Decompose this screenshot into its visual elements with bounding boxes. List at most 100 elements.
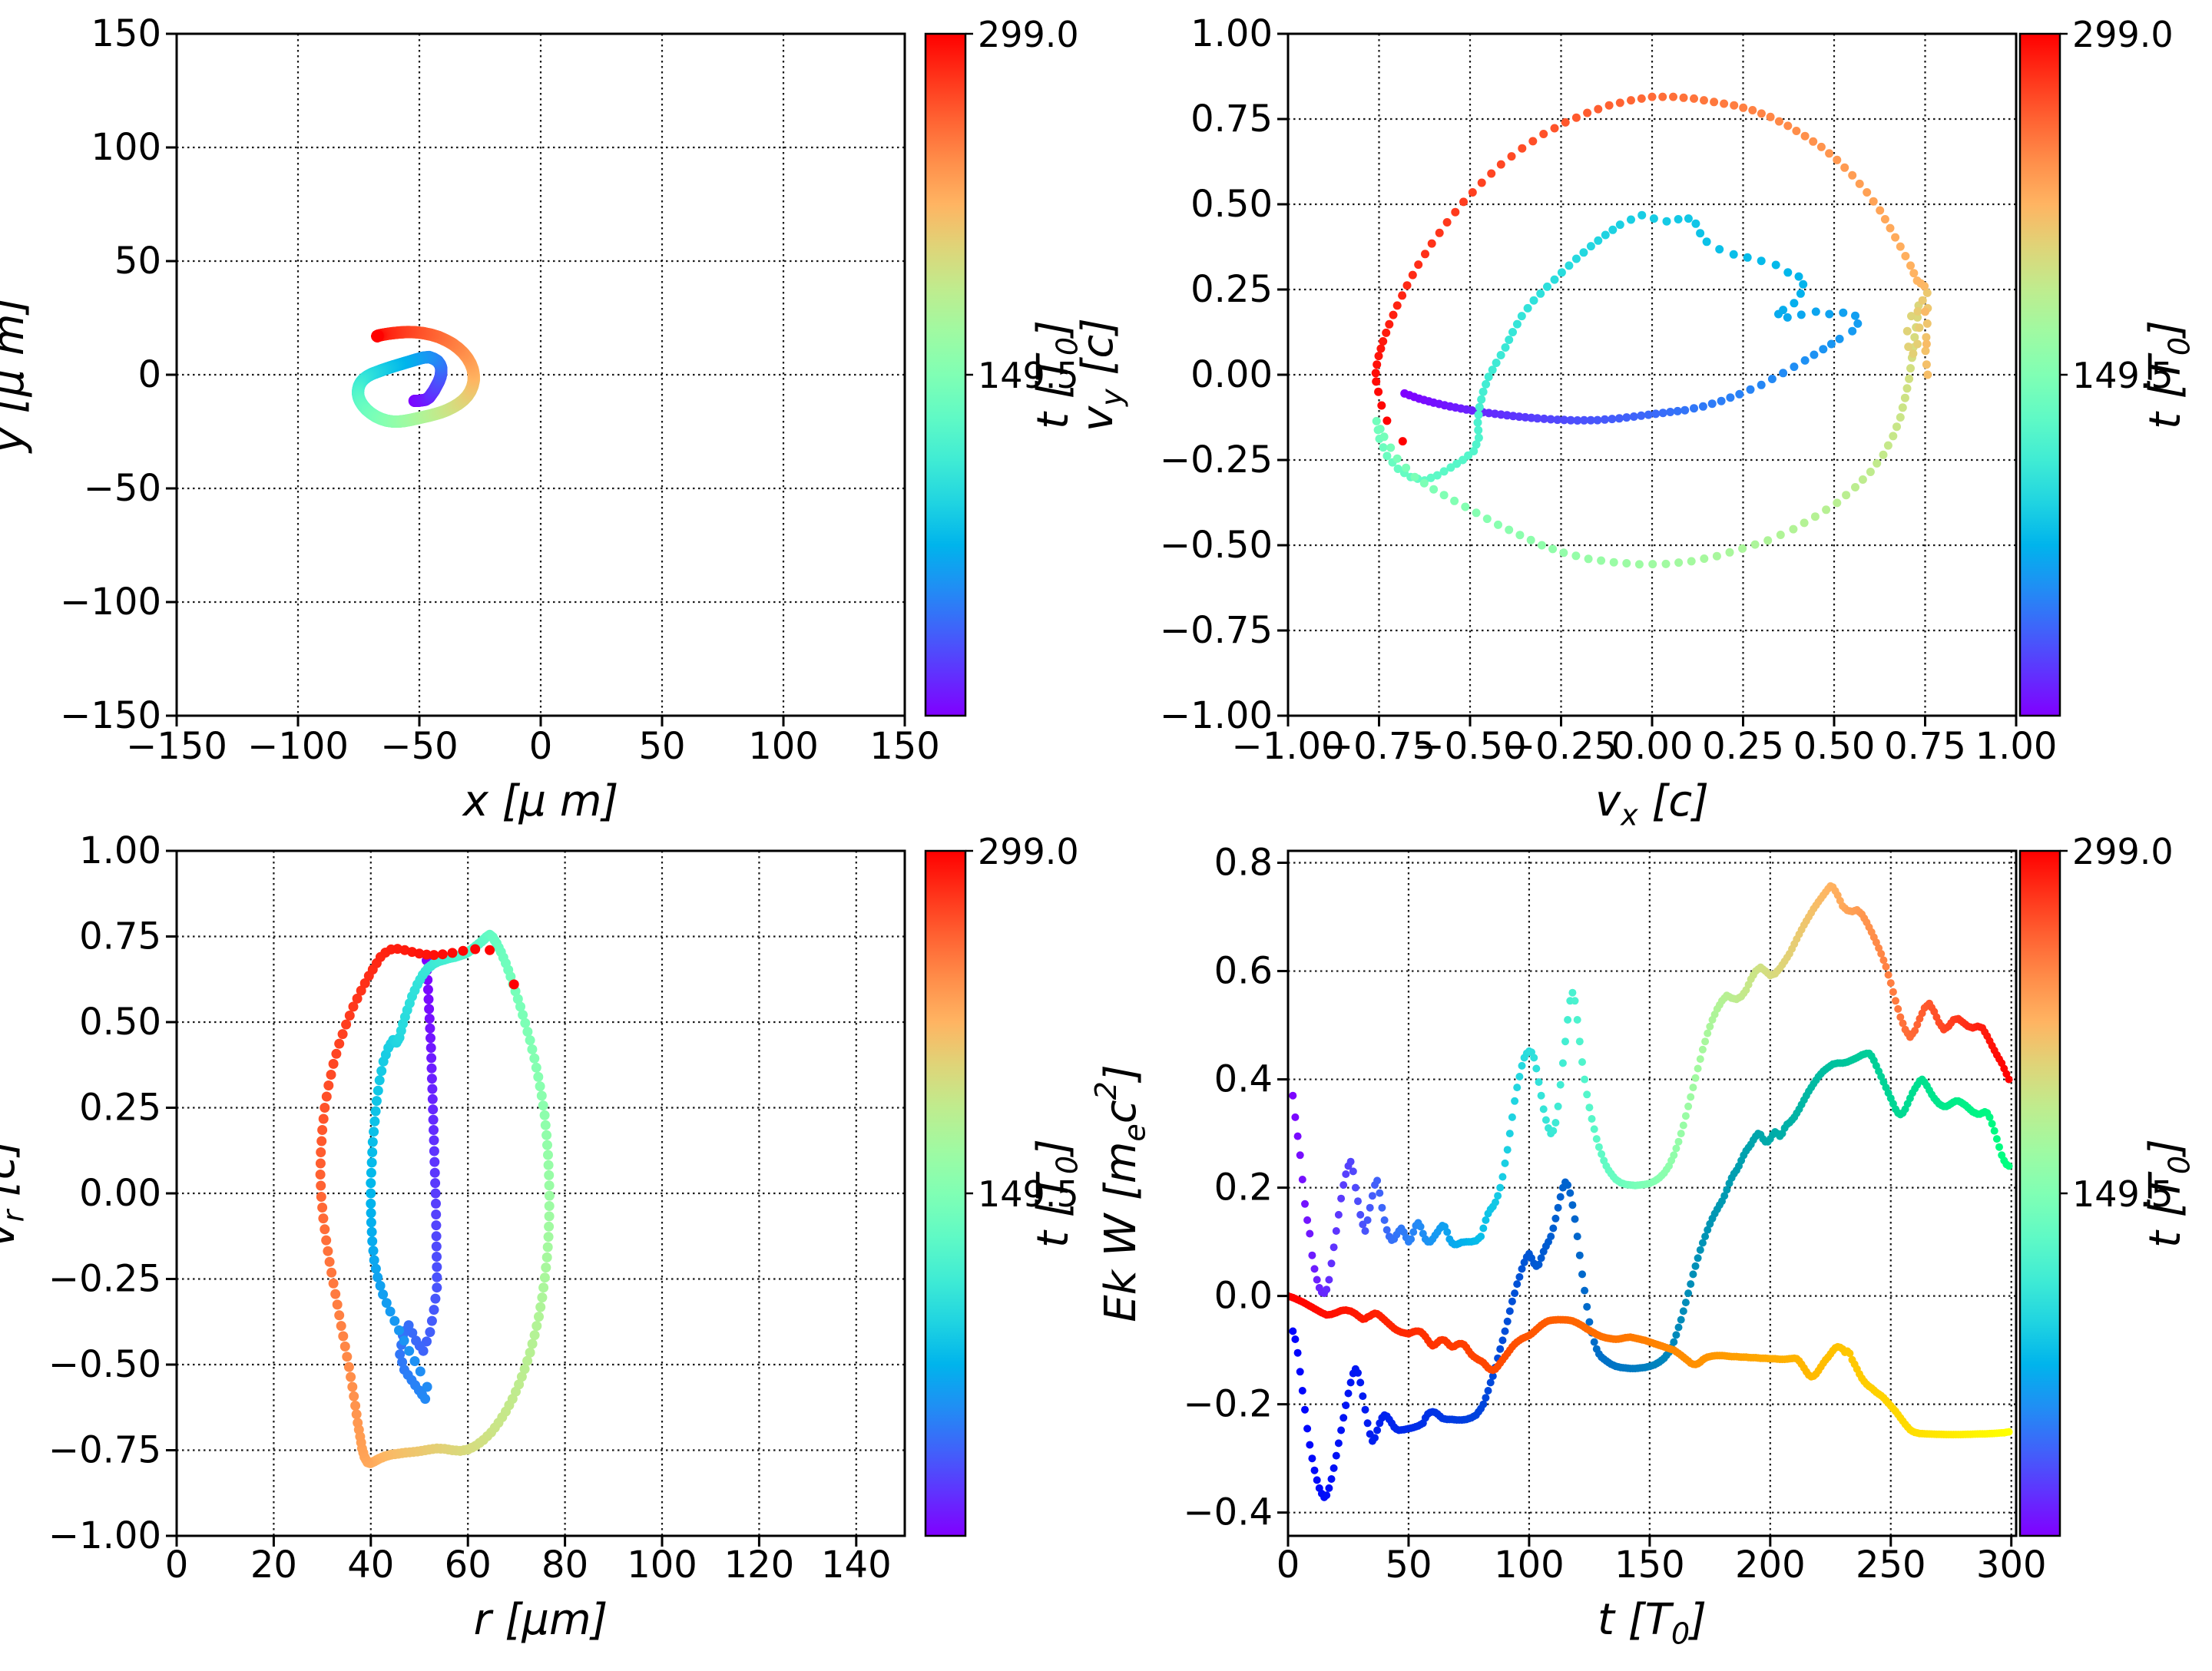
xlabel-energy-vs-time: t [T0] <box>1598 1595 1707 1650</box>
colorbar-energy-vs-time: 299.0 149.5t [T0] <box>2018 831 2196 1537</box>
xtick-vx-vy: 0.75 <box>1884 725 1966 768</box>
xtick-vx-vy: 0.50 <box>1793 725 1876 768</box>
colorbar-label: t [T0] <box>2141 320 2196 429</box>
ytick-xy-trajectory: 50 <box>114 240 161 283</box>
ytick-r-vr: 0.50 <box>79 1001 161 1044</box>
ticks-xy-trajectory <box>166 32 906 726</box>
ytick-vx-vy: 0.75 <box>1190 98 1273 141</box>
ytick-energy-vs-time: 0.8 <box>1214 842 1273 885</box>
xtick-energy-vs-time: 250 <box>1856 1544 1926 1587</box>
xtick-xy-trajectory: 50 <box>638 725 685 768</box>
ytick-r-vr: −1.00 <box>48 1514 161 1557</box>
ticks-r-vr <box>166 849 858 1547</box>
colorbar-tick-label: 149.5 <box>978 355 1079 396</box>
ylabel-vx-vy: vy [c] <box>1073 318 1128 432</box>
xtick-vx-vy: 1.00 <box>1975 725 2058 768</box>
xlabel-xy-trajectory: x [μ m] <box>462 776 619 826</box>
colorbar-tick-label: 299.0 <box>2072 14 2174 55</box>
colorbar-label: t [T0] <box>1028 1139 1084 1248</box>
colorbar-vx-vy: 299.0 149.5t [T0] <box>2018 14 2196 717</box>
colorbar-tick-label: 299.0 <box>2072 831 2174 872</box>
scatter-particle-path <box>352 326 480 428</box>
ytick-vx-vy: −0.25 <box>1160 438 1273 481</box>
grid-vx-vy <box>1286 32 2018 717</box>
ylabel-xy-trajectory: y [μ m] <box>0 297 34 455</box>
colorbar-tick-label: 149.5 <box>978 1173 1079 1215</box>
xtick-energy-vs-time: 300 <box>1976 1544 2047 1587</box>
colorbar-gradient <box>2018 849 2061 1537</box>
ytick-energy-vs-time: −0.2 <box>1183 1383 1273 1426</box>
xtick-energy-vs-time: 50 <box>1385 1544 1432 1587</box>
xtick-vx-vy: −0.75 <box>1323 725 1435 768</box>
xtick-xy-trajectory: −150 <box>126 725 227 768</box>
scatter-W-parallel <box>1289 1049 2013 1501</box>
ticks-energy-vs-time <box>1277 862 2013 1547</box>
ylabel-r-vr: vr [c] <box>0 1139 30 1247</box>
colorbar-tick-label: 299.0 <box>978 14 1079 55</box>
colorbar-gradient <box>2018 32 2061 717</box>
ytick-xy-trajectory: −150 <box>60 694 161 737</box>
panel-energy-vs-time: 0 50 100 150 200 250 300 0.8 0.6 0.4 0.2 0.0 −0.2 −0.… <box>1089 831 2197 1650</box>
xtick-energy-vs-time: 100 <box>1494 1544 1565 1587</box>
scatter-W-perp <box>1288 1292 2013 1439</box>
xtick-vx-vy: −1.00 <box>1231 725 1344 768</box>
panel-vx-vy: −1.00−0.75−0.50−0.250.00 0.25 0.50 0.75 1.00… <box>1073 12 2196 832</box>
ytick-r-vr: 0.00 <box>79 1172 161 1215</box>
ytick-energy-vs-time: −0.4 <box>1183 1491 1273 1534</box>
xtick-r-vr: 0 <box>165 1544 189 1587</box>
ytick-energy-vs-time: 0.4 <box>1214 1058 1273 1101</box>
xtick-energy-vs-time: 200 <box>1735 1544 1806 1587</box>
xtick-r-vr: 20 <box>250 1544 297 1587</box>
xtick-xy-trajectory: −50 <box>380 725 458 768</box>
ytick-vx-vy: −0.50 <box>1160 524 1273 567</box>
ytick-vx-vy: −1.00 <box>1160 694 1273 737</box>
ytick-energy-vs-time: 0.2 <box>1214 1166 1273 1209</box>
ytick-energy-vs-time: 0.6 <box>1214 950 1273 993</box>
tick-labels-energy-vs-time: 0 50 100 150 200 250 300 0.8 0.6 0.4 0.2 0.0 −0.2 −0.… <box>1183 842 2046 1587</box>
xtick-vx-vy: 0.00 <box>1611 725 1694 768</box>
tick-labels-vx-vy: −1.00−0.75−0.50−0.250.00 0.25 0.50 0.75 1.00… <box>1160 12 2058 768</box>
colorbar-label: t [T0] <box>1028 320 1084 429</box>
xtick-energy-vs-time: 150 <box>1614 1544 1685 1587</box>
ytick-xy-trajectory: −50 <box>84 467 161 510</box>
ytick-vx-vy: 0.00 <box>1190 353 1273 396</box>
xtick-r-vr: 100 <box>627 1544 697 1587</box>
colorbar-xy-trajectory: 299.0 149.5t [T0] <box>924 14 1084 717</box>
xtick-xy-trajectory: 0 <box>529 725 553 768</box>
colorbar-tick-label: 299.0 <box>978 831 1079 872</box>
ytick-r-vr: 0.75 <box>79 915 161 958</box>
axes-spines-energy-vs-time <box>1286 849 2018 1537</box>
xtick-r-vr: 80 <box>541 1544 588 1587</box>
ytick-vx-vy: 0.50 <box>1190 183 1273 226</box>
xlabel-r-vr: r [μm] <box>474 1595 608 1645</box>
xtick-energy-vs-time: 0 <box>1277 1544 1300 1587</box>
ytick-energy-vs-time: 0.0 <box>1214 1275 1273 1318</box>
ytick-r-vr: −0.25 <box>48 1258 161 1301</box>
xtick-vx-vy: −0.25 <box>1505 725 1618 768</box>
colorbar-gradient <box>924 849 967 1537</box>
ytick-vx-vy: −0.75 <box>1160 609 1273 652</box>
grid-r-vr <box>175 849 905 1537</box>
xtick-xy-trajectory: 150 <box>869 725 940 768</box>
ytick-r-vr: 0.25 <box>79 1087 161 1130</box>
xtick-vx-vy: −0.50 <box>1413 725 1526 768</box>
xtick-r-vr: 40 <box>347 1544 394 1587</box>
xtick-xy-trajectory: 100 <box>748 725 819 768</box>
colorbar-r-vr: 299.0 149.5t [T0] <box>924 831 1084 1537</box>
xtick-r-vr: 140 <box>821 1544 892 1587</box>
scatter-radial-phase-path <box>315 929 555 1468</box>
scatter-Ek <box>1289 882 2013 1298</box>
colorbar-label: t [T0] <box>2141 1139 2196 1248</box>
xlabel-vx-vy: vx [c] <box>1595 776 1709 832</box>
ytick-xy-trajectory: 150 <box>91 12 161 55</box>
colorbar-gradient <box>924 32 967 717</box>
xtick-vx-vy: 0.25 <box>1702 725 1784 768</box>
ytick-r-vr: −0.50 <box>48 1343 161 1386</box>
ytick-xy-trajectory: 0 <box>137 353 161 396</box>
ytick-vx-vy: 1.00 <box>1190 12 1273 55</box>
ytick-r-vr: −0.75 <box>48 1429 161 1472</box>
ytick-r-vr: 1.00 <box>79 829 161 872</box>
xtick-r-vr: 120 <box>724 1544 795 1587</box>
ticks-vx-vy <box>1277 32 2018 726</box>
